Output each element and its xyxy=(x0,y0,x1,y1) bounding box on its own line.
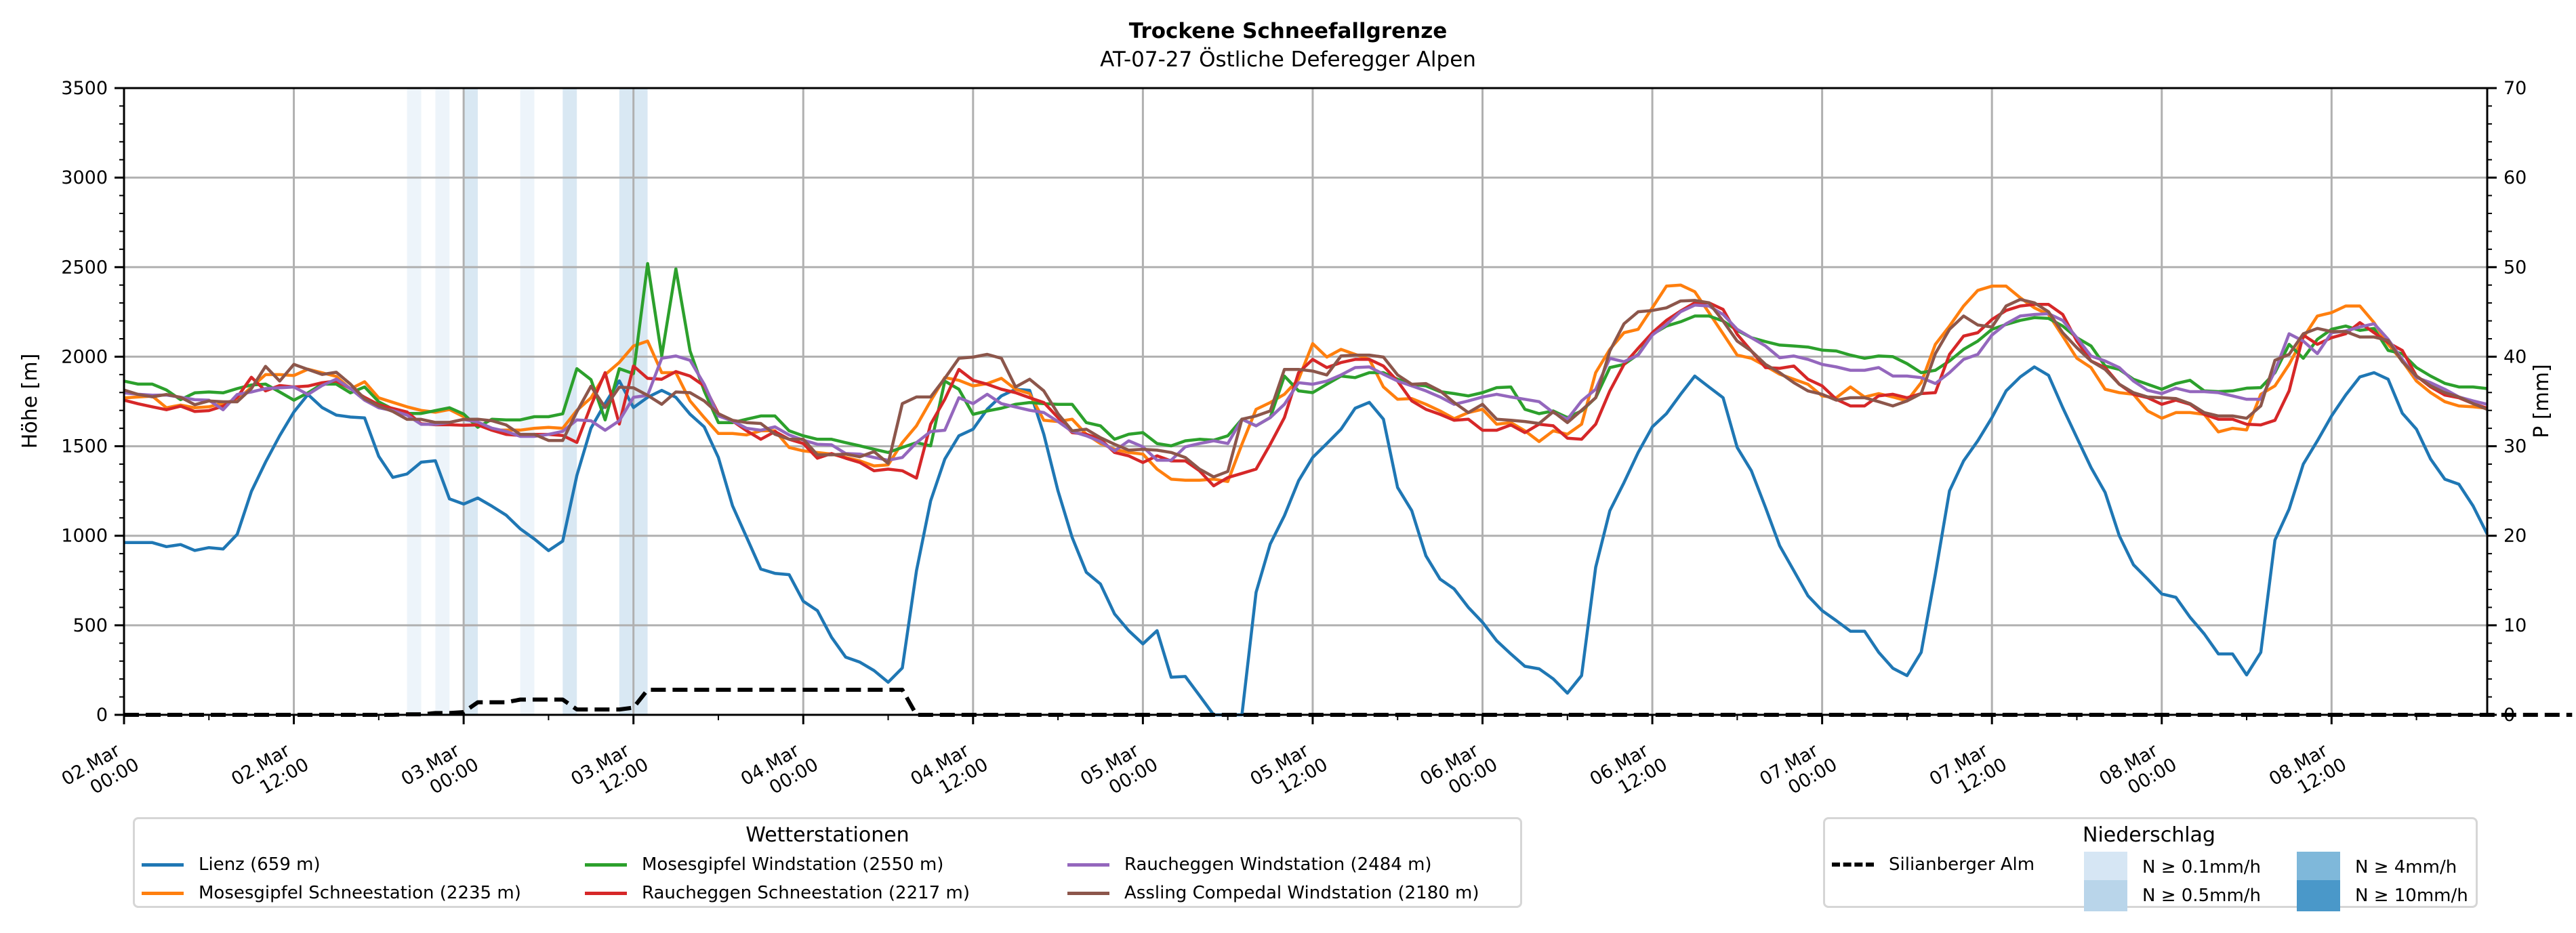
legend-label: Mosesgipfel Schneestation (2235 m) xyxy=(199,883,521,903)
legend-label: N ≥ 10mm/h xyxy=(2355,886,2468,906)
legend-swatch xyxy=(1067,891,1109,895)
legend-label: N ≥ 4mm/h xyxy=(2355,857,2457,877)
series-line-5 xyxy=(123,297,2488,479)
precip-band xyxy=(619,88,634,715)
precip-band xyxy=(563,88,577,715)
legend-swatch xyxy=(1832,863,1874,867)
legend-label: Raucheggen Schneestation (2217 m) xyxy=(642,883,970,903)
y-tick-label: 2000 xyxy=(61,346,108,367)
legend-swatch xyxy=(2297,880,2340,911)
legend-swatch xyxy=(585,891,627,895)
y2-tick-label: 50 xyxy=(2503,257,2527,278)
y-tick-label: 0 xyxy=(96,705,108,726)
legend-stations: Wetterstationen Lienz (659 m) Mosesgipfe… xyxy=(133,817,1522,908)
legend-precip: Niederschlag Silianberger Alm N ≥ 0.1mm/… xyxy=(1823,817,2478,911)
legend-label: Raucheggen Windstation (2484 m) xyxy=(1124,854,1432,875)
precip-bands xyxy=(407,88,648,715)
precip-band xyxy=(464,88,478,715)
legend-item-precip-4[interactable]: N ≥ 4mm/h xyxy=(2297,852,2457,883)
y-axis-label: Höhe [m] xyxy=(18,354,42,449)
y-tick-label: 500 xyxy=(73,615,108,636)
series-line-0 xyxy=(124,365,2489,717)
y-tick-label: 3000 xyxy=(61,167,108,188)
legend-label: Lienz (659 m) xyxy=(199,854,321,875)
legend-item-mosesgipfel-windstation[interactable]: Mosesgipfel Windstation (2550 m) xyxy=(585,854,943,875)
axes: 0 500 1000 1500 2000 2500 3000 3500 0 10 20 30 40 50 6… xyxy=(58,78,2527,799)
legend-label: Mosesgipfel Windstation (2550 m) xyxy=(642,854,944,875)
series-line-6 xyxy=(124,688,2573,717)
precip-band xyxy=(520,88,535,715)
legend-swatch xyxy=(142,863,184,867)
series-line-3 xyxy=(123,301,2488,488)
legend-swatch xyxy=(2084,852,2127,883)
legend-swatch xyxy=(142,891,184,895)
y2-tick-label: 20 xyxy=(2503,526,2527,547)
legend-swatch xyxy=(2297,852,2340,883)
series-lines xyxy=(123,262,2573,717)
legend-item-assling-compedal-windstation[interactable]: Assling Compedal Windstation (2180 m) xyxy=(1067,883,1479,903)
legend-item-mosesgipfel-schneestation[interactable]: Mosesgipfel Schneestation (2235 m) xyxy=(142,883,521,903)
legend-precip-title: Niederschlag xyxy=(2083,823,2215,847)
series-line-1 xyxy=(123,283,2488,483)
legend-item-silianberger-alm[interactable]: Silianberger Alm xyxy=(1832,854,2035,875)
legend-item-raucheggen-schneestation[interactable]: Raucheggen Schneestation (2217 m) xyxy=(585,883,970,903)
y2-tick-label: 60 xyxy=(2503,167,2527,188)
legend-label: N ≥ 0.5mm/h xyxy=(2142,886,2262,906)
legend-swatch xyxy=(585,863,627,867)
legend-item-lienz[interactable]: Lienz (659 m) xyxy=(142,854,321,875)
y2-tick-label: 70 xyxy=(2503,78,2527,99)
legend-swatch xyxy=(2084,880,2127,911)
legend-item-precip-10[interactable]: N ≥ 10mm/h xyxy=(2297,880,2468,911)
y-tick-label: 1000 xyxy=(61,526,108,547)
legend-swatch xyxy=(1067,863,1109,867)
legend-label: Assling Compedal Windstation (2180 m) xyxy=(1124,883,1479,903)
y2-axis-label: P [mm] xyxy=(2530,364,2554,438)
legend-label: N ≥ 0.1mm/h xyxy=(2142,857,2262,877)
y2-tick-label: 40 xyxy=(2503,346,2527,367)
y-tick-label: 1500 xyxy=(61,436,108,457)
y-tick-label: 2500 xyxy=(61,257,108,278)
y-tick-label: 3500 xyxy=(61,78,108,99)
legend-item-precip-0-1[interactable]: N ≥ 0.1mm/h xyxy=(2084,852,2261,883)
chart-subtitle: AT-07-27 Östliche Deferegger Alpen xyxy=(1100,47,1476,72)
y2-tick-label: 30 xyxy=(2503,436,2527,457)
gridlines xyxy=(124,88,2487,715)
precip-band xyxy=(407,88,422,715)
series-line-2 xyxy=(123,262,2488,455)
plot-frame xyxy=(123,87,2489,716)
y2-tick-label: 0 xyxy=(2503,705,2515,726)
legend-item-raucheggen-windstation[interactable]: Raucheggen Windstation (2484 m) xyxy=(1067,854,1432,875)
chart-title: Trockene Schneefallgrenze xyxy=(1128,19,1448,43)
y2-tick-label: 10 xyxy=(2503,615,2527,636)
series-line-4 xyxy=(123,304,2488,462)
legend-label: Silianberger Alm xyxy=(1889,854,2035,875)
legend-item-precip-0-5[interactable]: N ≥ 0.5mm/h xyxy=(2084,880,2261,911)
legend-stations-title: Wetterstationen xyxy=(745,823,909,847)
precip-band xyxy=(435,88,450,715)
